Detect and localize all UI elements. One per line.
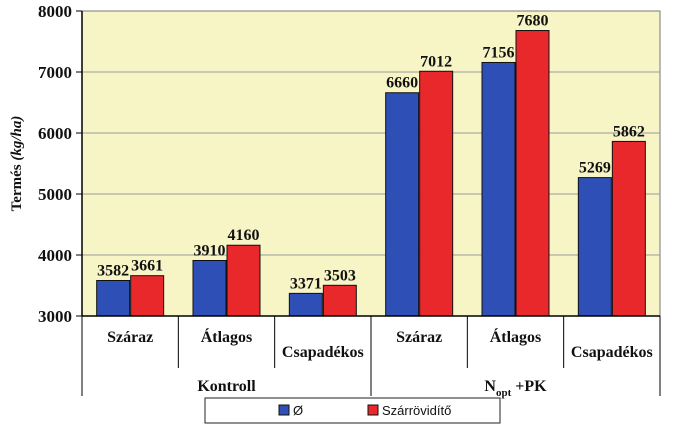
bar-treated: [419, 70, 454, 317]
legend-label: Ø: [293, 403, 303, 418]
y-tick-label: 7000: [38, 63, 72, 82]
data-label: 6660: [386, 75, 418, 92]
group-label-suffix: +PK: [511, 378, 547, 395]
y-tick-label: 3000: [38, 307, 72, 326]
bar-control: [481, 61, 516, 317]
bar-treated: [611, 140, 646, 317]
y-tick-label: 5000: [38, 185, 72, 204]
group-label-subscript: opt: [496, 387, 512, 399]
bar-control: [288, 292, 323, 317]
data-label: 7156: [483, 44, 515, 61]
data-label: 5862: [613, 123, 645, 140]
group-label: Kontroll: [197, 378, 256, 395]
data-label: 3910: [194, 242, 226, 259]
legend: Ø Szárrövidítő: [204, 397, 501, 424]
y-tick-label: 6000: [38, 124, 72, 143]
data-label: 3503: [324, 267, 356, 284]
category-label: Száraz: [107, 329, 153, 346]
data-label: 5269: [579, 160, 611, 177]
bar-treated: [322, 284, 357, 317]
y-axis-label-unit: (kg/ha): [9, 116, 25, 161]
y-tick-label: 8000: [38, 2, 72, 21]
category-label: Átlagos: [201, 327, 253, 346]
legend-frame: [204, 397, 501, 424]
data-label: 3371: [290, 275, 322, 292]
legend-swatch: [278, 404, 290, 416]
category-label: Száraz: [396, 329, 442, 346]
bar-treated: [226, 244, 261, 317]
data-label: 7012: [420, 53, 452, 70]
bar-control: [385, 92, 420, 317]
category-label: Csapadékos: [282, 344, 364, 361]
y-tick-label: 4000: [38, 246, 72, 265]
legend-label: Szárrövidítő: [382, 403, 451, 418]
bar-treated: [515, 30, 550, 317]
group-label: Nopt +PK: [484, 378, 547, 399]
plot-area: [81, 10, 661, 317]
bar-treated: [130, 275, 165, 317]
data-label: 3661: [131, 258, 163, 275]
y-axis-label-text: Termés: [9, 161, 25, 212]
legend-swatch: [367, 404, 379, 416]
data-label: 4160: [228, 227, 260, 244]
bar-control: [96, 279, 131, 317]
group-label-main: Kontroll: [197, 378, 256, 395]
bar-control: [577, 177, 612, 317]
bar-control: [192, 259, 227, 317]
y-axis-label: Termés (kg/ha): [9, 116, 25, 212]
data-label: 7680: [517, 13, 549, 30]
data-label: 3582: [97, 262, 129, 279]
category-label: Csapadékos: [571, 344, 653, 361]
group-label-main: N: [484, 378, 496, 395]
category-label: Átlagos: [490, 327, 542, 346]
